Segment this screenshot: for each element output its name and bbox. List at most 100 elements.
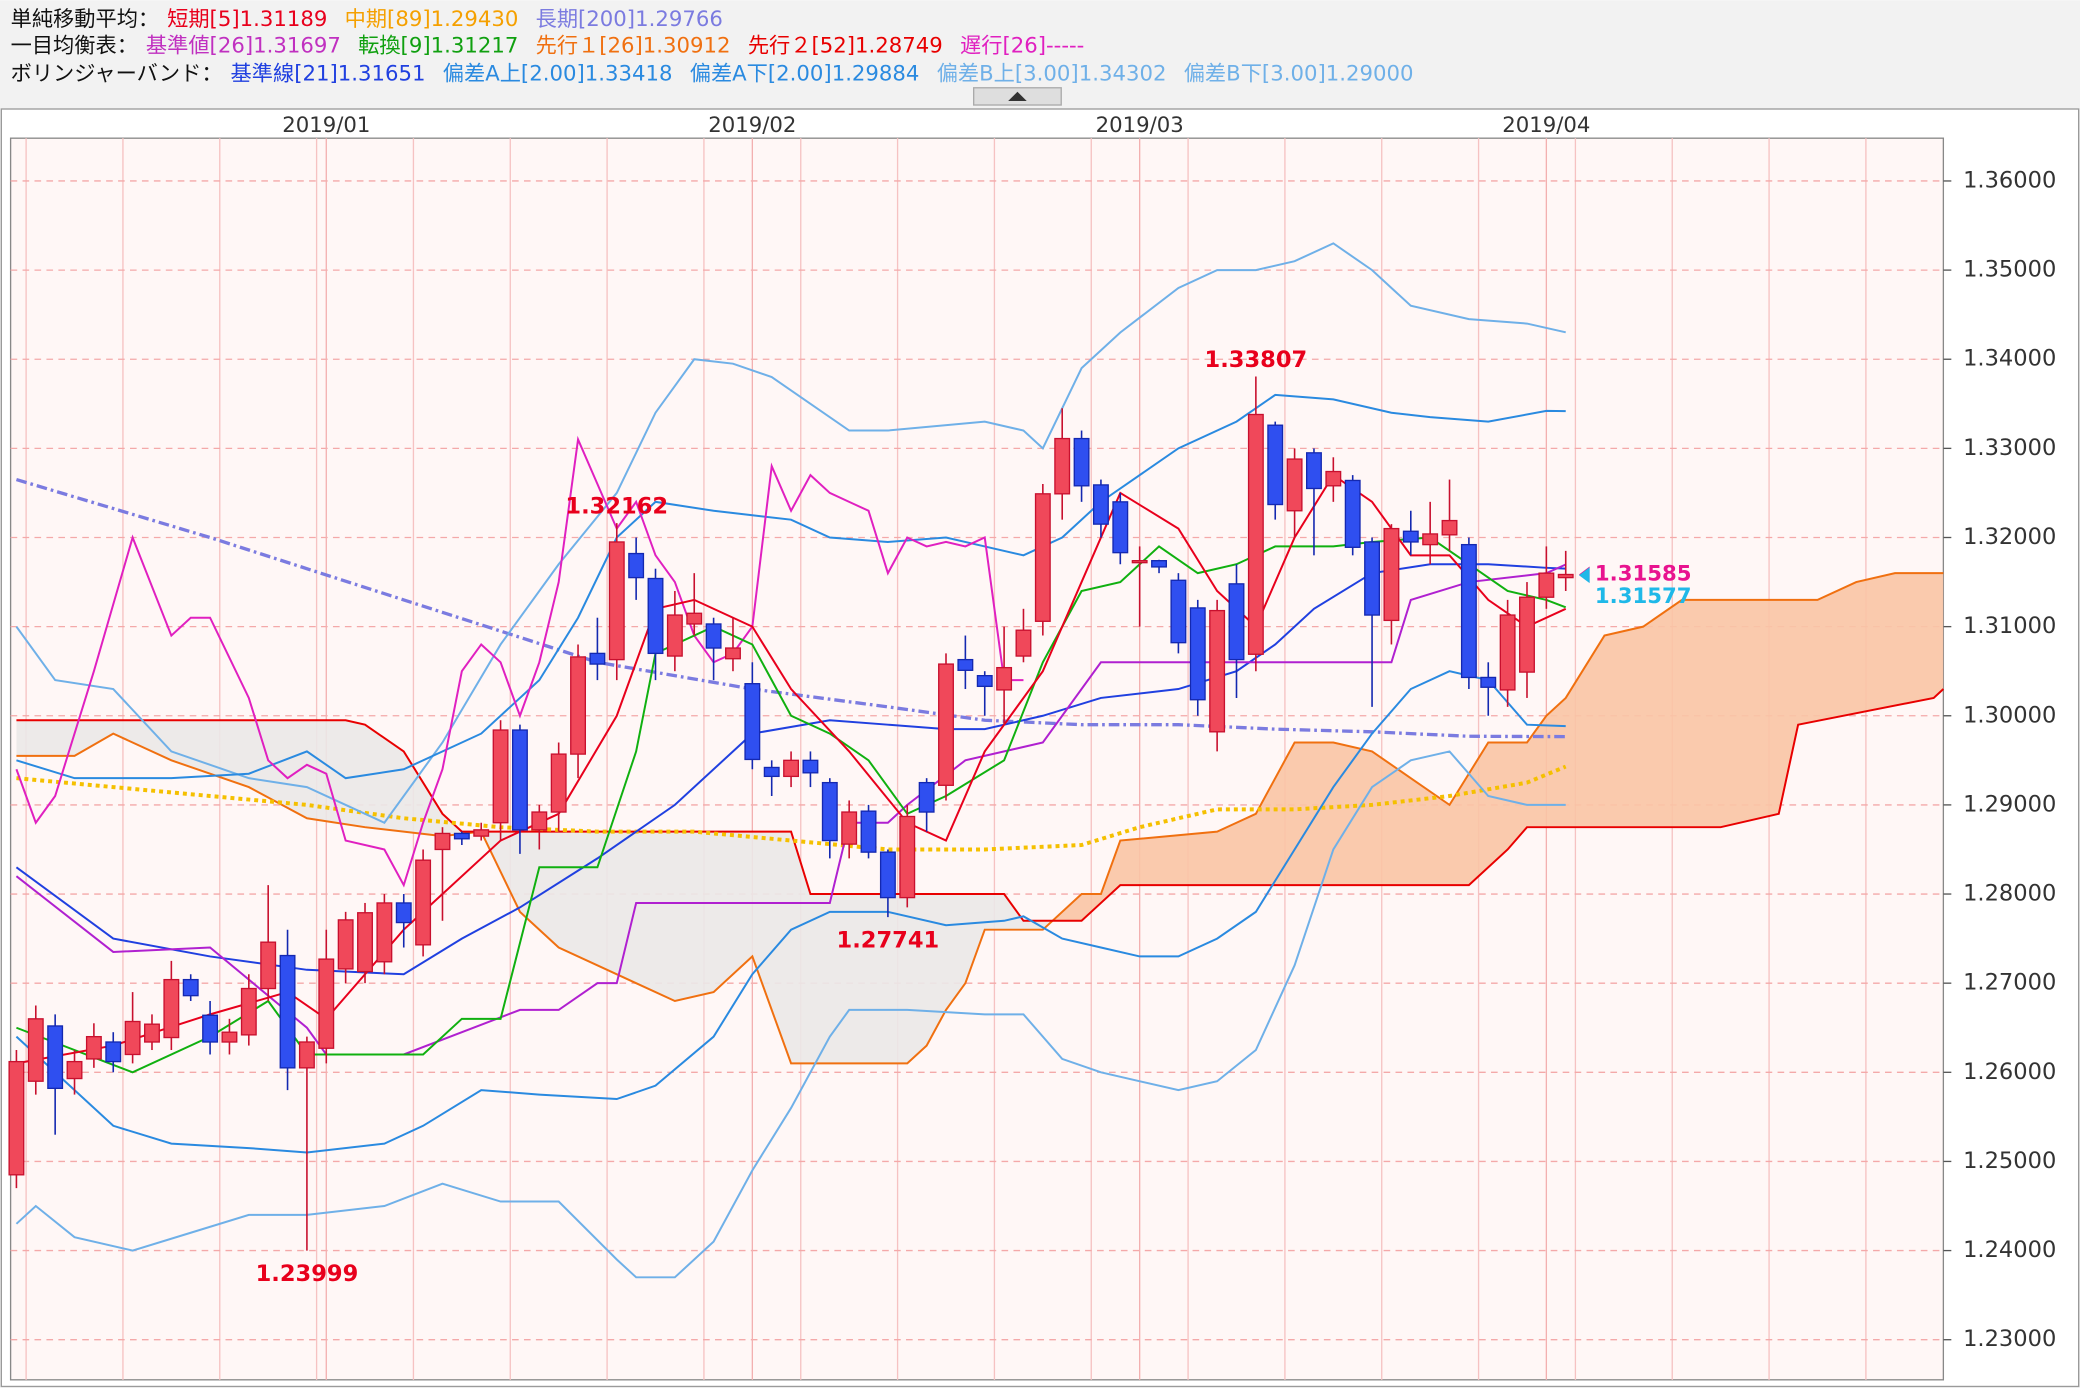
indicator-line bbox=[15, 750, 1566, 1279]
candle-body bbox=[1034, 493, 1051, 622]
candle-body bbox=[1480, 676, 1497, 688]
header-value: 先行１[26]1.30912 bbox=[536, 34, 731, 59]
indicator-line bbox=[16, 764, 1567, 852]
candle-body bbox=[1325, 470, 1342, 487]
candle-body bbox=[1286, 458, 1303, 512]
header-value: 偏差B上[3.00]1.34302 bbox=[937, 62, 1167, 87]
candle-body bbox=[1499, 614, 1516, 691]
span-b-line bbox=[16, 688, 1945, 922]
candle-body bbox=[395, 902, 412, 924]
y-tick-label: 1.32000 bbox=[1963, 524, 2056, 550]
candle-body bbox=[1015, 629, 1032, 657]
price-marker bbox=[1578, 567, 1590, 584]
header-value: 偏差A上[2.00]1.33418 bbox=[443, 62, 673, 87]
y-tick-label: 1.26000 bbox=[1963, 1059, 2056, 1085]
candle-body bbox=[899, 815, 916, 899]
candle-body bbox=[1092, 484, 1109, 525]
candle-body bbox=[1422, 533, 1439, 546]
candle-body bbox=[1247, 413, 1264, 655]
candle-body bbox=[27, 1018, 44, 1082]
candle-body bbox=[957, 658, 974, 671]
extreme-label: 1.23999 bbox=[256, 1261, 359, 1287]
candle-body bbox=[783, 759, 800, 778]
x-tick-label: 2019/03 bbox=[1096, 113, 1184, 138]
header-value: 基準値[26]1.31697 bbox=[146, 34, 341, 59]
y-tick-label: 1.23000 bbox=[1963, 1326, 2056, 1352]
header-value: 短期[5]1.31189 bbox=[167, 7, 327, 32]
header-value: 遅行[26]----- bbox=[960, 34, 1084, 59]
candle-body bbox=[415, 859, 432, 946]
candle-body bbox=[1170, 579, 1187, 644]
indicator-line bbox=[15, 670, 1566, 1154]
candle-body bbox=[841, 811, 858, 845]
candle-body bbox=[1344, 479, 1361, 548]
header-value: 偏差A下[2.00]1.29884 bbox=[690, 62, 920, 87]
candle-body bbox=[298, 1041, 315, 1069]
candle-body bbox=[1151, 560, 1167, 568]
candle-body bbox=[1054, 437, 1071, 495]
candle-body bbox=[1189, 607, 1206, 701]
candle-body bbox=[492, 729, 509, 824]
price-marker-label: 1.31577 bbox=[1595, 584, 1692, 609]
candle-body bbox=[279, 954, 296, 1069]
candle-body bbox=[763, 766, 780, 778]
candle-body bbox=[85, 1035, 102, 1060]
candle-body bbox=[628, 552, 645, 579]
candle-body bbox=[1112, 501, 1129, 554]
header-label: ボリンジャーバンド： bbox=[11, 62, 223, 87]
candle-body bbox=[550, 753, 567, 813]
candle-body bbox=[1383, 527, 1400, 622]
x-tick-label: 2019/04 bbox=[1502, 113, 1590, 138]
candle-body bbox=[473, 829, 490, 837]
header-label: 単純移動平均： bbox=[11, 7, 160, 32]
candle-body bbox=[589, 652, 606, 665]
header-value: 中期[89]1.29430 bbox=[345, 7, 519, 32]
candle-body bbox=[376, 902, 393, 963]
candle-body bbox=[608, 541, 625, 661]
header-value: 偏差B下[3.00]1.29000 bbox=[1184, 62, 1414, 87]
y-tick-label: 1.33000 bbox=[1963, 435, 2056, 461]
candle-body bbox=[666, 614, 683, 657]
candle-body bbox=[1228, 583, 1245, 661]
candle-body bbox=[938, 663, 954, 786]
y-tick-label: 1.27000 bbox=[1963, 970, 2056, 996]
extreme-label: 1.27741 bbox=[837, 928, 940, 954]
candle-body bbox=[453, 832, 470, 840]
y-tick-label: 1.34000 bbox=[1963, 346, 2056, 372]
button-arrow[interactable] bbox=[1008, 91, 1027, 102]
y-tick-label: 1.28000 bbox=[1963, 881, 2056, 907]
candle-body bbox=[918, 781, 935, 813]
candle-body bbox=[1073, 437, 1090, 487]
candle-body bbox=[860, 810, 877, 853]
candle-body bbox=[318, 958, 335, 1049]
candle-body bbox=[105, 1041, 122, 1063]
x-tick-label: 2019/01 bbox=[282, 113, 370, 138]
collapse-button[interactable] bbox=[973, 87, 1062, 106]
y-tick-label: 1.35000 bbox=[1963, 257, 2056, 283]
candle-body bbox=[1557, 573, 1574, 579]
indicator-line bbox=[16, 393, 1566, 780]
candle-body bbox=[996, 666, 1013, 691]
candle-body bbox=[337, 919, 354, 970]
candle-body bbox=[240, 987, 257, 1036]
candle-body bbox=[802, 759, 819, 774]
y-tick-label: 1.31000 bbox=[1963, 613, 2056, 639]
candle-body bbox=[531, 811, 548, 831]
candle-body bbox=[144, 1023, 160, 1043]
candle-body bbox=[1209, 609, 1226, 733]
y-tick-label: 1.29000 bbox=[1963, 791, 2056, 817]
candle-body bbox=[570, 656, 587, 755]
x-tick-label: 2019/02 bbox=[708, 113, 796, 138]
extreme-label: 1.33807 bbox=[1205, 347, 1308, 373]
candle-body bbox=[744, 683, 761, 761]
candle-body bbox=[163, 978, 180, 1039]
header-value: 転換[9]1.31217 bbox=[358, 34, 518, 59]
header-value: 先行２[52]1.28749 bbox=[748, 34, 943, 59]
candle-body bbox=[1519, 596, 1535, 673]
candle-body bbox=[1131, 560, 1148, 564]
indicator-line bbox=[15, 477, 1566, 739]
y-tick-label: 1.36000 bbox=[1963, 167, 2056, 193]
candle-body bbox=[1267, 424, 1284, 506]
candle-body bbox=[1538, 572, 1555, 598]
candle-body bbox=[686, 612, 703, 625]
